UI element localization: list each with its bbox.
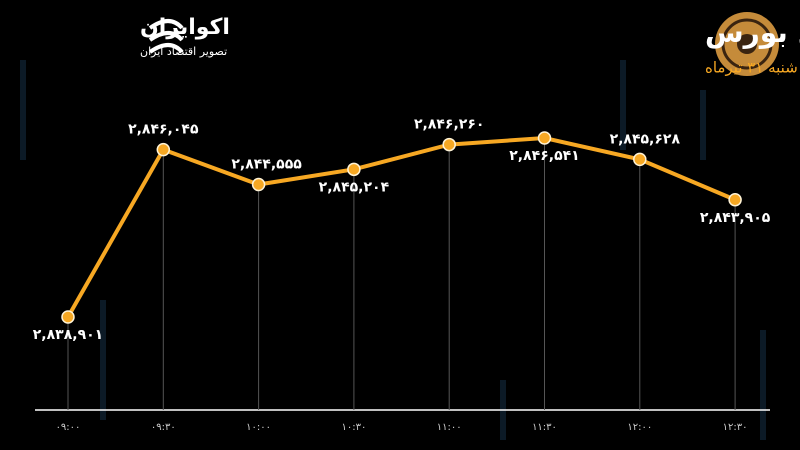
x-tick-label: ۱۲:۰۰ (627, 422, 652, 433)
background-decor (20, 60, 766, 440)
x-tick-label: ۱۰:۰۰ (246, 422, 271, 433)
value-label: ۲,۸۴۶,۲۶۰ (414, 117, 484, 133)
x-tick-label: ۰۹:۳۰ (151, 422, 176, 433)
brand-name: اکوایران (140, 15, 230, 40)
series-line (66, 135, 736, 318)
point (633, 152, 647, 167)
value-label: ۲,۸۴۶,۵۴۱ (509, 148, 579, 164)
x-tick-label: ۱۱:۰۰ (437, 422, 462, 433)
chart-title: روند شاخص کل بورس (705, 16, 800, 49)
brand-tagline: تصویر اقتصاد ایران (140, 45, 227, 58)
x-tick-label: ۱۲:۳۰ (723, 422, 748, 433)
point (442, 137, 456, 152)
point (156, 142, 171, 157)
value-label: ۲,۸۴۳,۹۰۵ (700, 210, 771, 226)
x-tick-label: ۱۰:۳۰ (341, 422, 366, 433)
point (61, 310, 75, 324)
value-label: ۲,۸۴۵,۲۰۴ (319, 179, 390, 195)
point (537, 131, 552, 145)
logo-icon (148, 19, 184, 54)
x-tick-label: ۱۱:۳۰ (532, 422, 557, 433)
value-label: ۲,۸۴۵,۶۲۸ (610, 131, 681, 147)
emblem (715, 12, 779, 76)
point (251, 177, 266, 192)
point (347, 162, 361, 177)
point (728, 193, 742, 207)
chart-subtitle: سه شنبه ۳۱ تیرماه (705, 59, 800, 77)
value-label: ۲,۸۳۸,۹۰۱ (33, 327, 103, 343)
value-label: ۲,۸۴۴,۵۵۵ (231, 157, 302, 173)
x-tick-label: ۰۹:۰۰ (56, 422, 81, 433)
value-label: ۲,۸۴۶,۰۴۵ (128, 122, 199, 138)
